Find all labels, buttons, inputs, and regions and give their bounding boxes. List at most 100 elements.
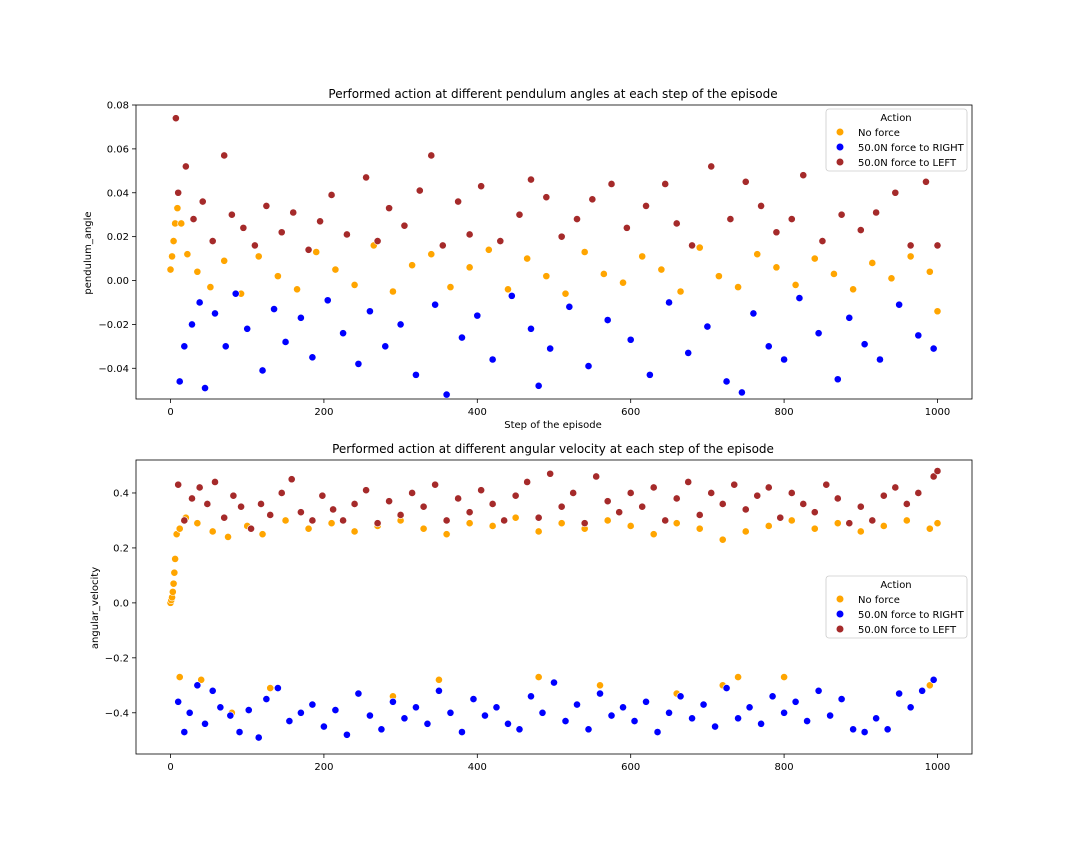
- legend-title: Action: [880, 113, 911, 124]
- point-left-force: [220, 151, 229, 160]
- point-no-force: [465, 263, 474, 272]
- x-tick-label: 800: [775, 762, 794, 773]
- point-left-force: [362, 486, 370, 495]
- point-left-force: [419, 502, 428, 511]
- y-tick-label: −0.2: [105, 653, 129, 664]
- point-no-force: [304, 524, 313, 533]
- y-tick-label: 0.4: [113, 488, 129, 499]
- point-left-force: [477, 182, 486, 191]
- point-right-force: [201, 719, 209, 728]
- point-left-force: [557, 232, 566, 241]
- point-left-force: [868, 516, 877, 525]
- point-no-force: [599, 270, 608, 278]
- point-no-force: [193, 519, 202, 528]
- point-right-force: [308, 700, 317, 709]
- y-tick-label: 0.02: [107, 232, 129, 243]
- point-left-force: [776, 513, 785, 522]
- x-tick-label: 600: [621, 407, 640, 418]
- legend-marker-right: [835, 609, 845, 619]
- point-right-force: [849, 725, 858, 734]
- point-left-force: [730, 480, 739, 489]
- chart-title: Performed action at different pendulum a…: [328, 87, 777, 101]
- point-no-force: [197, 675, 206, 684]
- point-right-force: [764, 342, 773, 351]
- point-right-force: [396, 320, 405, 329]
- point-right-force: [929, 344, 938, 353]
- point-left-force: [856, 226, 865, 234]
- point-left-force: [695, 511, 704, 519]
- point-right-force: [308, 353, 317, 362]
- point-left-force: [431, 480, 440, 489]
- point-left-force: [400, 221, 409, 230]
- point-no-force: [331, 265, 340, 274]
- point-left-force: [277, 228, 286, 237]
- point-right-force: [538, 708, 547, 717]
- point-no-force: [849, 285, 858, 294]
- point-right-force: [339, 329, 347, 338]
- point-left-force: [672, 494, 681, 503]
- point-no-force: [753, 250, 762, 259]
- point-left-force: [588, 195, 597, 204]
- point-no-force: [170, 568, 179, 577]
- point-no-force: [175, 524, 184, 533]
- point-no-force: [168, 587, 177, 596]
- point-right-force: [626, 335, 635, 344]
- x-axis-ticks: 0 200 400 600 800 1000: [167, 399, 950, 418]
- point-left-force: [454, 494, 463, 503]
- point-no-force: [350, 281, 359, 289]
- point-right-force: [195, 298, 204, 307]
- point-no-force: [208, 527, 217, 536]
- point-no-force: [810, 254, 819, 263]
- point-right-force: [918, 686, 927, 695]
- point-right-force: [211, 309, 219, 318]
- point-right-force: [235, 728, 244, 736]
- point-left-force: [902, 500, 911, 508]
- point-left-force: [488, 500, 497, 508]
- y-tick-label: 0.2: [113, 543, 129, 554]
- point-no-force: [557, 519, 566, 528]
- point-right-force: [423, 719, 432, 728]
- point-left-force: [511, 491, 520, 500]
- point-right-force: [527, 692, 535, 701]
- point-no-force: [657, 265, 666, 274]
- point-left-force: [914, 489, 923, 497]
- angular-velocity-chart: Performed action at different angular ve…: [90, 442, 973, 773]
- point-right-force: [642, 697, 650, 706]
- point-right-force: [366, 711, 374, 720]
- point-no-force: [887, 274, 896, 283]
- point-right-force: [534, 381, 543, 390]
- y-tick-label: 0.0: [113, 598, 129, 609]
- point-left-force: [933, 241, 942, 250]
- point-no-force: [603, 516, 612, 525]
- point-no-force: [258, 530, 267, 539]
- point-no-force: [534, 527, 543, 536]
- point-right-force: [814, 329, 823, 338]
- point-right-force: [653, 728, 662, 736]
- point-left-force: [787, 215, 796, 223]
- point-right-force: [738, 388, 746, 397]
- point-left-force: [266, 511, 275, 519]
- point-left-force: [277, 489, 286, 497]
- point-left-force: [933, 467, 942, 475]
- point-right-force: [795, 294, 804, 302]
- point-no-force: [523, 254, 532, 263]
- point-right-force: [435, 686, 443, 695]
- point-right-force: [596, 689, 604, 698]
- point-left-force: [496, 237, 505, 245]
- point-right-force: [872, 714, 881, 723]
- point-no-force: [638, 252, 647, 261]
- legend-label-no-force: No force: [858, 128, 900, 139]
- point-no-force: [169, 237, 178, 245]
- point-left-force: [818, 237, 827, 245]
- point-left-force: [220, 513, 229, 522]
- point-left-force: [523, 478, 532, 486]
- y-axis-ticks: −0.4 −0.2 0.0 0.2 0.4: [105, 488, 136, 719]
- point-right-force: [488, 355, 497, 364]
- point-left-force: [707, 489, 716, 497]
- legend-label-left: 50.0N force to LEFT: [858, 625, 957, 636]
- point-no-force: [787, 516, 796, 525]
- point-no-force: [408, 261, 417, 270]
- point-no-force: [772, 263, 781, 272]
- point-right-force: [573, 700, 581, 709]
